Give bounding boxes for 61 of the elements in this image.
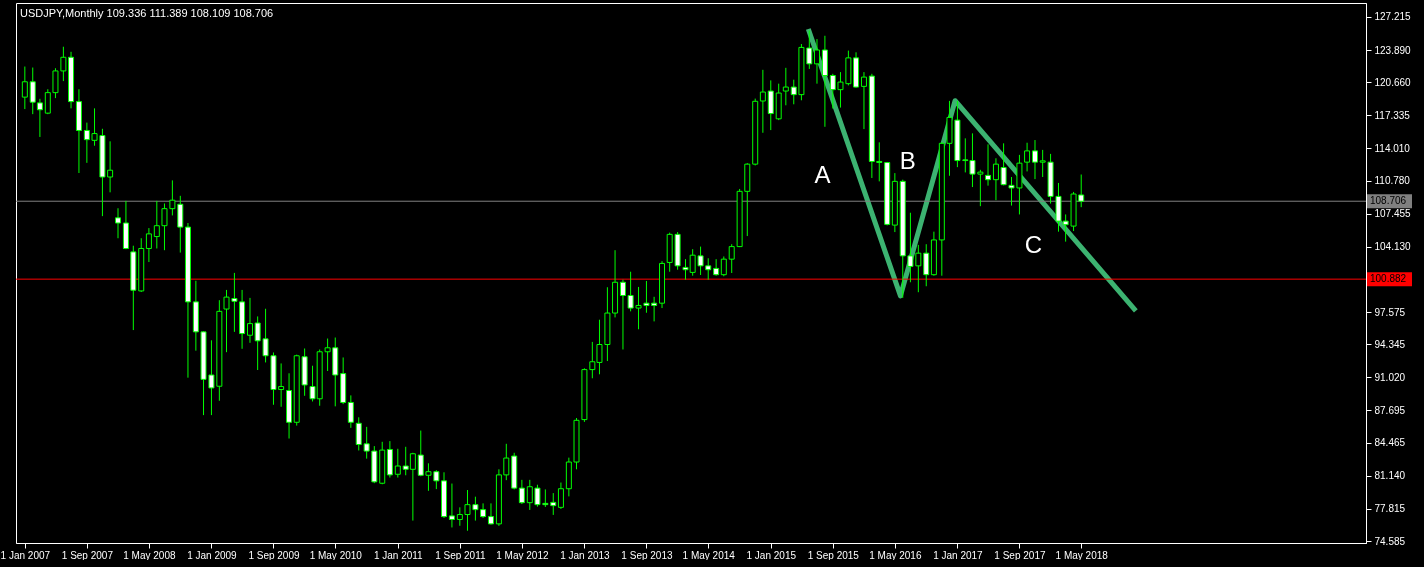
x-tick-label: 1 Sep 2013 [621,549,673,561]
x-tick-label: 1 May 2010 [309,549,363,561]
annotation: C [1024,230,1043,258]
candlestick [347,394,354,429]
chart-title: USDJPY,Monthly 109.336 111.389 108.109 108.706 [20,7,274,19]
candlestick [487,502,494,525]
candlestick [1032,139,1038,180]
y-tick-label: 120.660 [1374,76,1412,88]
candlestick [145,227,152,263]
candlestick [21,66,28,110]
candlestick [394,448,401,479]
y-tick-label: 94.345 [1374,338,1406,350]
x-tick-label: 1 Jan 2013 [560,549,611,561]
y-tick-label: 74.585 [1374,535,1406,547]
x-tick-label: 1 Jan 2011 [373,549,424,561]
y-tick-label: 97.575 [1374,306,1406,318]
x-tick-label: 1 May 2014 [682,549,736,561]
x-tick-label: 1 May 2018 [1055,549,1109,561]
x-tick-label: 1 Sep 2017 [994,549,1046,561]
y-tick-label: 87.695 [1374,404,1406,416]
candlestick [518,479,525,505]
candlestick [782,67,789,106]
y-tick-label: 110.780 [1374,175,1411,187]
x-tick-label: 1 Sep 2011 [435,549,486,561]
x-tick-label: 1 Sep 2009 [248,549,300,561]
y-tick-label: 127.215 [1374,11,1412,23]
annotation: A [814,161,831,189]
candlestick [713,258,720,277]
x-tick-label: 1 May 2016 [869,549,922,561]
y-tick-label: 77.815 [1374,503,1406,515]
candlestick [813,38,820,85]
y-tick-label: 84.465 [1374,437,1406,449]
y-tick-label: 104.130 [1374,241,1412,253]
y-tick-label: 123.890 [1374,44,1412,56]
x-tick-label: 1 Jan 2009 [187,549,238,561]
candlestick [355,416,362,451]
candlestick [115,207,122,239]
x-tick-label: 1 Jan 2017 [933,549,984,561]
candlestick [767,79,774,131]
y-tick-label: 117.335 [1374,109,1411,121]
candlestick [246,297,253,344]
ref-line-label: 108.706 [1370,195,1407,207]
ref-line-label: 100.882 [1370,273,1407,285]
x-tick-label: 1 Sep 2015 [807,549,860,561]
candlestick [759,69,766,134]
x-tick-label: 1 May 2012 [496,549,549,561]
y-tick-label: 114.010 [1374,142,1411,154]
candlestick [860,71,867,130]
x-tick-label: 1 Sep 2007 [61,549,114,561]
x-tick-label: 1 Jan 2007 [0,549,51,561]
candlestick [923,243,930,287]
x-tick-label: 1 May 2008 [123,549,176,561]
candlestick [985,143,992,187]
annotation: B [899,147,916,175]
candlestick [448,483,455,528]
y-tick-label: 91.020 [1374,371,1406,383]
x-tick-label: 1 Jan 2015 [746,549,797,561]
candlestick [557,482,564,510]
y-tick-label: 81.140 [1374,470,1406,482]
candlestick [720,255,727,277]
y-tick-label: 107.455 [1374,208,1412,220]
